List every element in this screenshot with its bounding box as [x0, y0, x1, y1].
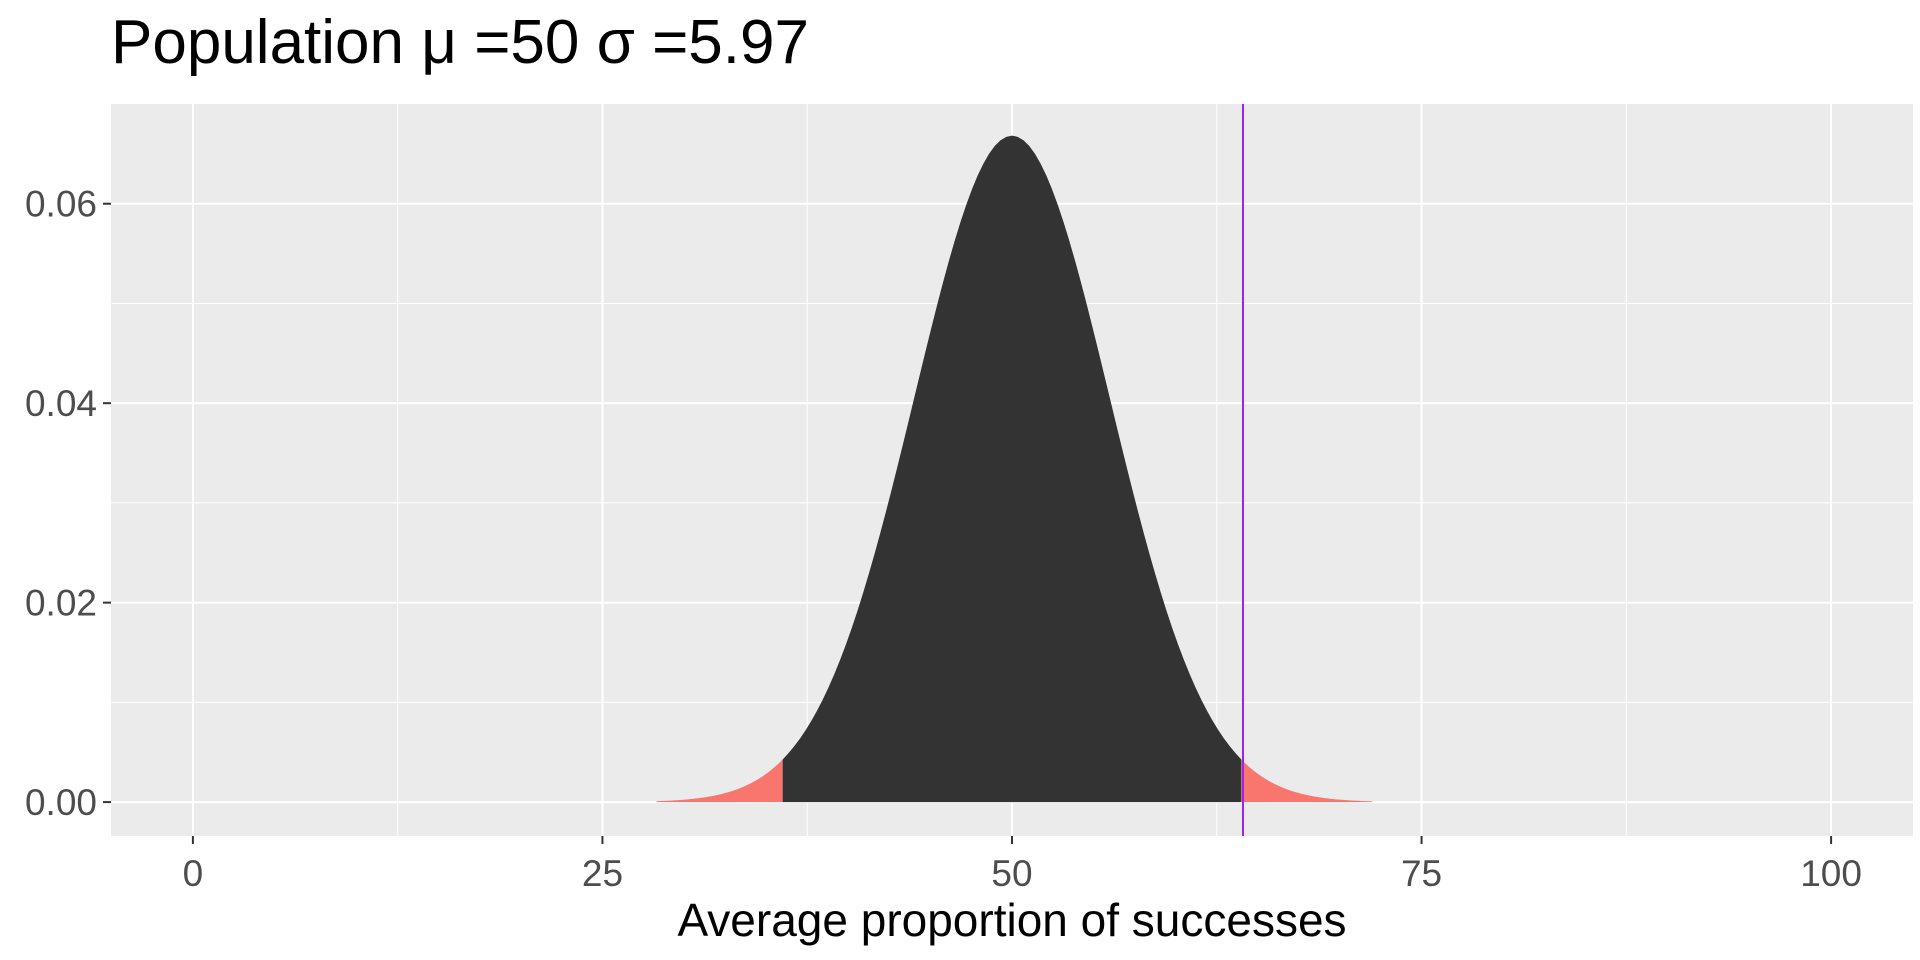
y-tick-label: 0.04 [25, 383, 97, 424]
density-areas [656, 135, 1373, 803]
y-axis: 0.00 0.02 0.04 0.06 [25, 184, 111, 823]
density-area-upper-tail [1241, 759, 1373, 803]
x-tick-label: 0 [183, 853, 204, 894]
x-axis-title: Average proportion of successes [677, 894, 1346, 946]
density-area-lower-tail [656, 759, 783, 803]
chart-title: Population μ =50 σ =5.97 [111, 8, 809, 77]
y-tick-label: 0.02 [25, 583, 97, 624]
x-tick-label: 25 [582, 853, 623, 894]
x-axis: 0 25 50 75 100 [183, 836, 1862, 894]
x-tick-label: 75 [1401, 853, 1442, 894]
density-area-middle [782, 135, 1242, 803]
x-tick-label: 50 [991, 853, 1032, 894]
y-tick-label: 0.06 [25, 184, 97, 225]
x-tick-label: 100 [1800, 853, 1862, 894]
y-tick-label: 0.00 [25, 782, 97, 823]
